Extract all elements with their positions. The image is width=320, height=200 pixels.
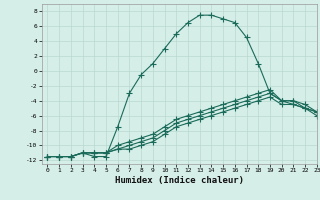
X-axis label: Humidex (Indice chaleur): Humidex (Indice chaleur) — [115, 176, 244, 185]
